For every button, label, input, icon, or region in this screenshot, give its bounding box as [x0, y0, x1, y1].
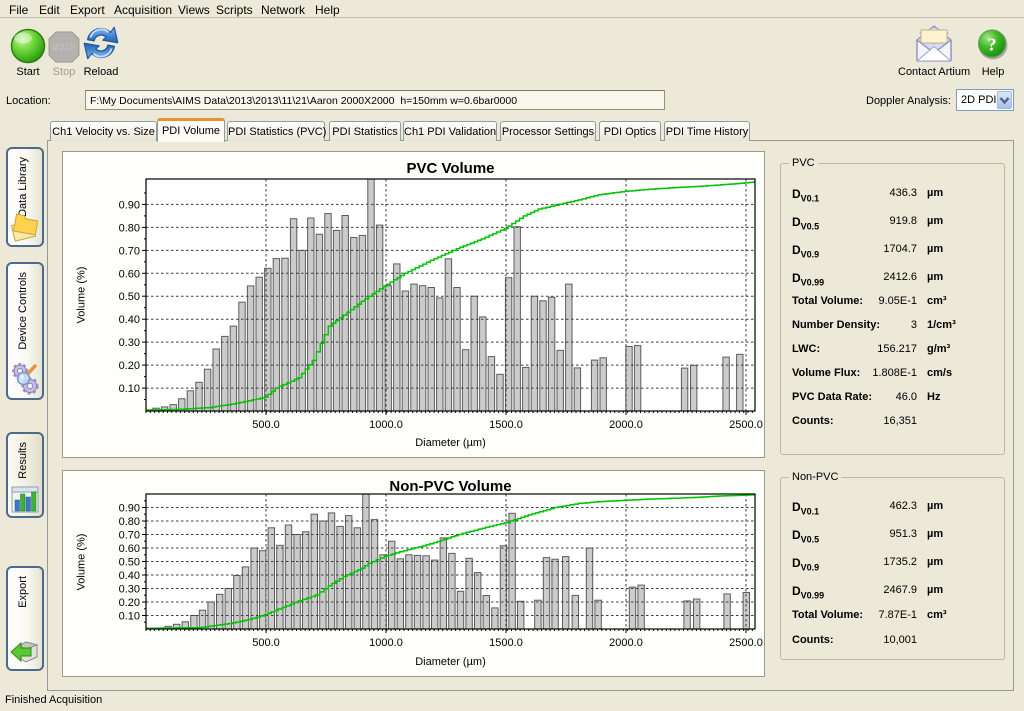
svg-text:?: ?	[988, 35, 997, 55]
svg-text:STOP: STOP	[53, 43, 75, 52]
